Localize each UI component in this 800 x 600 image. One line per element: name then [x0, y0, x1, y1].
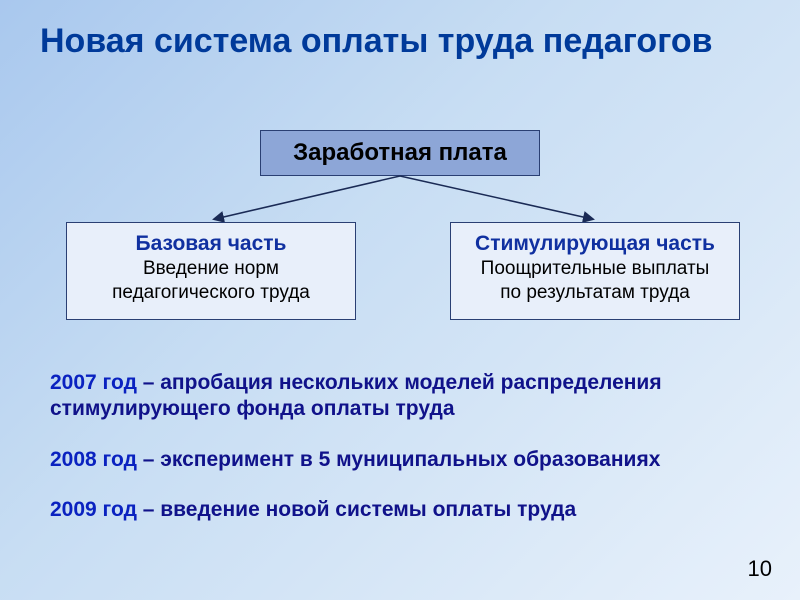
timeline-year: 2007 год	[50, 371, 137, 394]
diagram-child-box-left: Базовая часть Введение норм педагогическ…	[66, 222, 356, 320]
page-number: 10	[748, 556, 772, 582]
timeline-item: 2009 год – введение новой системы оплаты…	[50, 497, 750, 523]
slide-title: Новая система оплаты труда педагогов	[40, 22, 760, 61]
timeline-item: 2007 год – апробация нескольких моделей …	[50, 370, 750, 423]
timeline-text: – эксперимент в 5 муниципальных образова…	[137, 448, 660, 471]
timeline-text: – апробация нескольких моделей распредел…	[50, 371, 662, 420]
diagram-root-box: Заработная плата	[260, 130, 540, 176]
diagram-root-label: Заработная плата	[293, 139, 507, 167]
timeline-year: 2008 год	[50, 448, 137, 471]
diagram-child-box-right: Стимулирующая часть Поощрительные выплат…	[450, 222, 740, 320]
timeline-year: 2009 год	[50, 498, 137, 521]
diagram-child-right-sub1: Поощрительные выплаты	[461, 257, 729, 281]
timeline-list: 2007 год – апробация нескольких моделей …	[50, 370, 750, 547]
timeline-text: – введение новой системы оплаты труда	[137, 498, 576, 521]
diagram-child-right-title: Стимулирующая часть	[461, 231, 729, 257]
diagram-child-left-sub1: Введение норм	[77, 257, 345, 281]
timeline-item: 2008 год – эксперимент в 5 муниципальных…	[50, 447, 750, 473]
diagram-child-left-sub2: педагогического труда	[77, 281, 345, 305]
diagram-child-left-title: Базовая часть	[77, 231, 345, 257]
diagram-child-right-sub2: по результатам труда	[461, 281, 729, 305]
